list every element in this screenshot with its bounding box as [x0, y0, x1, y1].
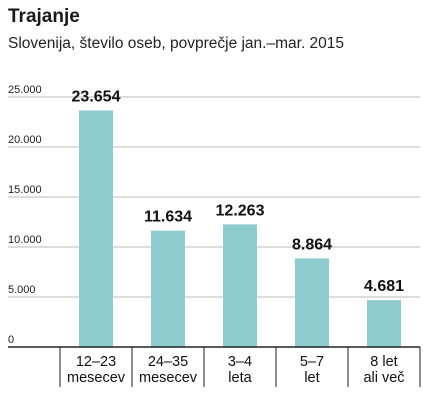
x-tick-label: mesecev — [139, 370, 198, 386]
y-tick-label: 20.000 — [8, 134, 42, 146]
x-tick-label: 8 let — [370, 354, 397, 370]
bar — [367, 300, 401, 347]
x-tick-label: 24–35 — [148, 354, 188, 370]
y-tick-label: 5.000 — [8, 284, 36, 296]
x-tick-label: 12–23 — [76, 354, 116, 370]
data-label: 11.634 — [144, 209, 192, 226]
data-label: 23.654 — [72, 88, 121, 105]
x-tick-label: mesecev — [67, 370, 126, 386]
y-tick-label: 15.000 — [8, 184, 42, 196]
bar — [223, 224, 257, 347]
x-axis — [8, 346, 421, 387]
x-tick-label: let — [304, 370, 319, 386]
x-tick-label: 3–4 — [228, 354, 252, 370]
bar — [79, 110, 113, 348]
bars — [79, 110, 401, 348]
data-labels: 23.654 11.634 12.263 8.864 4.681 — [72, 88, 405, 295]
bar — [295, 258, 329, 347]
data-label: 4.681 — [364, 278, 404, 295]
y-axis-ticks: 0 5.000 10.000 15.000 20.000 25.000 — [8, 84, 42, 346]
y-tick-label: 25.000 — [8, 84, 42, 96]
x-tick-label: 5–7 — [300, 354, 324, 370]
gridlines — [8, 96, 420, 298]
chart-subtitle: Slovenija, število oseb, povprečje jan.–… — [8, 35, 345, 52]
bar — [151, 230, 185, 347]
chart-title: Trajanje — [8, 6, 80, 27]
x-tick-label: ali več — [363, 370, 404, 386]
data-label: 12.263 — [216, 202, 265, 219]
y-tick-label: 10.000 — [8, 234, 42, 246]
data-label: 8.864 — [292, 236, 332, 253]
x-tick-label: leta — [228, 370, 252, 386]
y-tick-label: 0 — [8, 334, 14, 346]
